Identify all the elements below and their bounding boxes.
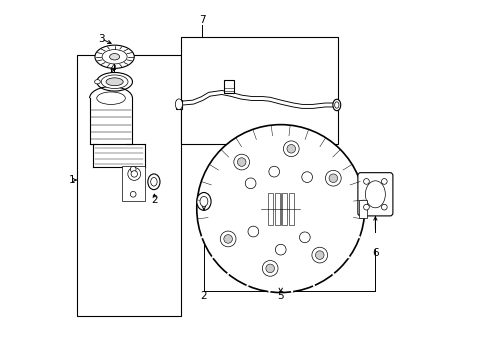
Circle shape bbox=[299, 232, 310, 243]
Bar bbox=[289, 193, 294, 225]
Bar bbox=[268, 193, 272, 225]
Text: 3: 3 bbox=[98, 34, 105, 44]
Text: 5: 5 bbox=[277, 291, 284, 301]
Circle shape bbox=[220, 148, 342, 269]
Text: 4: 4 bbox=[110, 64, 116, 74]
Circle shape bbox=[316, 251, 324, 260]
Bar bbox=[275, 193, 280, 225]
Circle shape bbox=[237, 158, 246, 166]
Circle shape bbox=[381, 179, 387, 184]
Bar bbox=[181, 37, 338, 144]
Circle shape bbox=[302, 172, 313, 183]
Circle shape bbox=[283, 141, 299, 157]
Circle shape bbox=[259, 187, 302, 230]
Ellipse shape bbox=[333, 99, 341, 111]
Circle shape bbox=[364, 179, 369, 184]
Ellipse shape bbox=[106, 78, 123, 86]
Ellipse shape bbox=[97, 92, 125, 104]
Circle shape bbox=[381, 204, 387, 210]
Ellipse shape bbox=[95, 45, 134, 68]
Ellipse shape bbox=[366, 181, 385, 208]
Ellipse shape bbox=[110, 54, 120, 60]
Bar bbox=[359, 200, 367, 217]
Circle shape bbox=[234, 154, 249, 170]
Ellipse shape bbox=[148, 174, 160, 190]
Circle shape bbox=[197, 125, 365, 293]
Circle shape bbox=[130, 192, 136, 197]
Ellipse shape bbox=[197, 193, 211, 210]
Circle shape bbox=[234, 162, 327, 255]
Bar bbox=[282, 193, 287, 225]
Ellipse shape bbox=[97, 72, 132, 91]
Circle shape bbox=[245, 178, 256, 189]
Ellipse shape bbox=[335, 102, 339, 108]
Circle shape bbox=[329, 174, 338, 183]
Circle shape bbox=[364, 204, 369, 210]
Circle shape bbox=[224, 235, 232, 243]
Circle shape bbox=[220, 231, 236, 247]
Circle shape bbox=[287, 144, 295, 153]
FancyBboxPatch shape bbox=[223, 80, 234, 93]
Ellipse shape bbox=[102, 50, 127, 64]
Circle shape bbox=[325, 170, 341, 186]
Circle shape bbox=[128, 167, 141, 180]
Circle shape bbox=[275, 244, 286, 255]
FancyBboxPatch shape bbox=[358, 173, 393, 216]
Circle shape bbox=[130, 166, 136, 172]
Bar bbox=[122, 166, 145, 202]
Ellipse shape bbox=[95, 80, 100, 84]
Bar bbox=[77, 55, 181, 316]
Text: 7: 7 bbox=[199, 15, 205, 25]
Circle shape bbox=[266, 264, 274, 273]
Ellipse shape bbox=[101, 75, 128, 89]
Text: 1: 1 bbox=[69, 175, 75, 185]
Ellipse shape bbox=[151, 177, 157, 186]
Circle shape bbox=[269, 166, 280, 177]
Circle shape bbox=[207, 135, 354, 282]
Circle shape bbox=[248, 226, 259, 237]
Circle shape bbox=[131, 171, 138, 177]
Circle shape bbox=[262, 261, 278, 276]
Ellipse shape bbox=[175, 99, 182, 110]
Text: 6: 6 bbox=[372, 248, 379, 258]
Circle shape bbox=[248, 176, 313, 241]
Text: 2: 2 bbox=[200, 291, 207, 301]
Text: 2: 2 bbox=[152, 195, 158, 204]
Bar bbox=[176, 100, 182, 109]
Circle shape bbox=[312, 247, 328, 263]
Ellipse shape bbox=[200, 197, 208, 206]
